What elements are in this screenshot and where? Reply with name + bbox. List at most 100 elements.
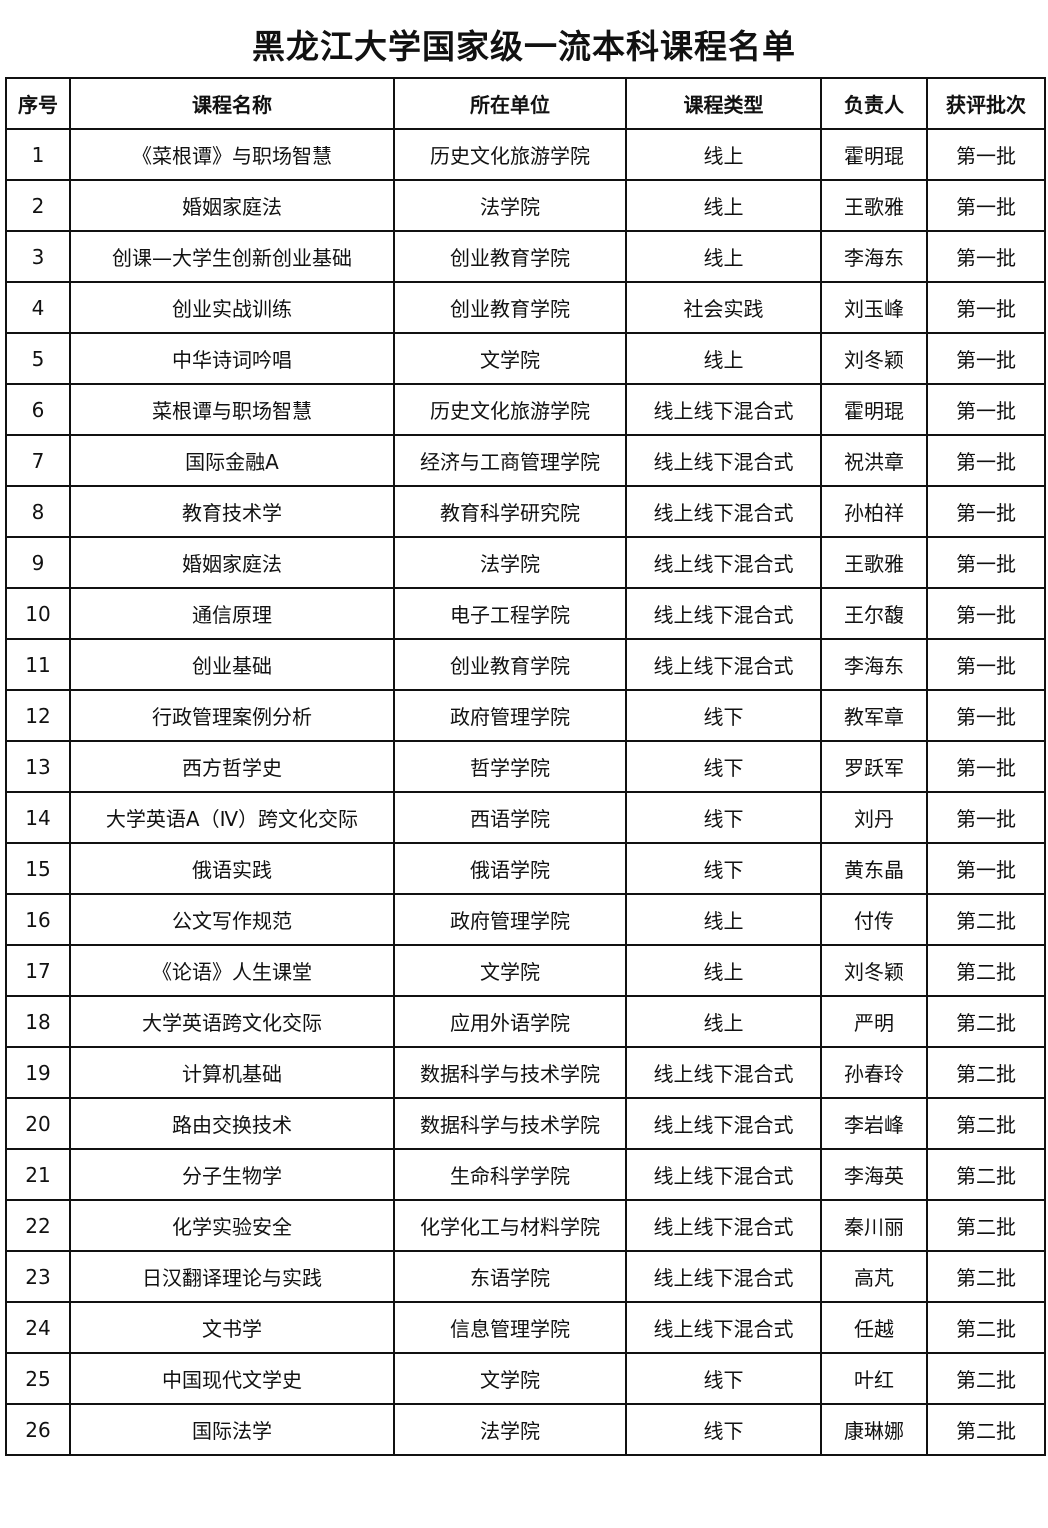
- cell-batch: 第二批: [926, 1046, 1046, 1099]
- cell-index: 5: [5, 332, 71, 385]
- cell-batch: 第一批: [926, 179, 1046, 232]
- cell-course: 国际法学: [69, 1403, 395, 1456]
- cell-type: 线上线下混合式: [625, 1199, 822, 1252]
- cell-course: 创课—大学生创新创业基础: [69, 230, 395, 283]
- cell-type: 线上: [625, 995, 822, 1048]
- cell-course: 创业实战训练: [69, 281, 395, 334]
- table-row: 11 创业基础 创业教育学院 线上线下混合式 李海东 第一批: [5, 638, 1046, 691]
- cell-index: 13: [5, 740, 71, 793]
- table-row: 6 菜根谭与职场智慧 历史文化旅游学院 线上线下混合式 霍明琨 第一批: [5, 383, 1046, 436]
- table-row: 14 大学英语A（Ⅳ）跨文化交际 西语学院 线下 刘丹 第一批: [5, 791, 1046, 844]
- table-row: 12 行政管理案例分析 政府管理学院 线下 教军章 第一批: [5, 689, 1046, 742]
- table-row: 23 日汉翻译理论与实践 东语学院 线上线下混合式 高芃 第二批: [5, 1250, 1046, 1303]
- cell-unit: 文学院: [393, 944, 627, 997]
- table-row: 16 公文写作规范 政府管理学院 线上 付传 第二批: [5, 893, 1046, 946]
- cell-batch: 第一批: [926, 638, 1046, 691]
- cell-batch: 第一批: [926, 536, 1046, 589]
- cell-type: 线上: [625, 230, 822, 283]
- cell-unit: 数据科学与技术学院: [393, 1046, 627, 1099]
- cell-batch: 第二批: [926, 1301, 1046, 1354]
- cell-unit: 法学院: [393, 1403, 627, 1456]
- cell-type: 线下: [625, 1403, 822, 1456]
- cell-index: 21: [5, 1148, 71, 1201]
- cell-index: 3: [5, 230, 71, 283]
- cell-batch: 第二批: [926, 1097, 1046, 1150]
- cell-leader: 秦川丽: [820, 1199, 928, 1252]
- cell-type: 线上线下混合式: [625, 1148, 822, 1201]
- cell-course: 中国现代文学史: [69, 1352, 395, 1405]
- cell-course: 菜根谭与职场智慧: [69, 383, 395, 436]
- cell-unit: 创业教育学院: [393, 281, 627, 334]
- table-row: 5 中华诗词吟唱 文学院 线上 刘冬颖 第一批: [5, 332, 1046, 385]
- cell-index: 19: [5, 1046, 71, 1099]
- cell-type: 线下: [625, 1352, 822, 1405]
- cell-type: 线上: [625, 893, 822, 946]
- cell-unit: 电子工程学院: [393, 587, 627, 640]
- cell-course: 俄语实践: [69, 842, 395, 895]
- cell-type: 线上线下混合式: [625, 1250, 822, 1303]
- cell-course: 计算机基础: [69, 1046, 395, 1099]
- cell-index: 2: [5, 179, 71, 232]
- cell-type: 线上: [625, 944, 822, 997]
- cell-leader: 教军章: [820, 689, 928, 742]
- table-row: 17 《论语》人生课堂 文学院 线上 刘冬颖 第二批: [5, 944, 1046, 997]
- cell-unit: 历史文化旅游学院: [393, 128, 627, 181]
- cell-type: 线上线下混合式: [625, 485, 822, 538]
- table-row: 3 创课—大学生创新创业基础 创业教育学院 线上 李海东 第一批: [5, 230, 1046, 283]
- cell-index: 14: [5, 791, 71, 844]
- header-batch: 获评批次: [926, 77, 1046, 130]
- cell-unit: 教育科学研究院: [393, 485, 627, 538]
- cell-index: 24: [5, 1301, 71, 1354]
- cell-leader: 刘冬颖: [820, 944, 928, 997]
- cell-index: 7: [5, 434, 71, 487]
- cell-type: 线上线下混合式: [625, 638, 822, 691]
- cell-unit: 政府管理学院: [393, 893, 627, 946]
- cell-unit: 东语学院: [393, 1250, 627, 1303]
- cell-course: 路由交换技术: [69, 1097, 395, 1150]
- cell-leader: 康琳娜: [820, 1403, 928, 1456]
- cell-index: 12: [5, 689, 71, 742]
- cell-batch: 第一批: [926, 230, 1046, 283]
- table-row: 24 文书学 信息管理学院 线上线下混合式 任越 第二批: [5, 1301, 1046, 1354]
- cell-batch: 第一批: [926, 485, 1046, 538]
- course-table: 序号 课程名称 所在单位 课程类型 负责人 获评批次 1 《菜根谭》与职场智慧 历史…: [5, 77, 1046, 1456]
- cell-index: 26: [5, 1403, 71, 1456]
- cell-unit: 创业教育学院: [393, 638, 627, 691]
- cell-leader: 刘玉峰: [820, 281, 928, 334]
- cell-index: 6: [5, 383, 71, 436]
- cell-batch: 第一批: [926, 383, 1046, 436]
- header-unit: 所在单位: [393, 77, 627, 130]
- cell-batch: 第一批: [926, 689, 1046, 742]
- cell-batch: 第一批: [926, 434, 1046, 487]
- cell-course: 婚姻家庭法: [69, 179, 395, 232]
- cell-index: 20: [5, 1097, 71, 1150]
- cell-index: 15: [5, 842, 71, 895]
- cell-course: 化学实验安全: [69, 1199, 395, 1252]
- cell-unit: 创业教育学院: [393, 230, 627, 283]
- cell-course: 《菜根谭》与职场智慧: [69, 128, 395, 181]
- page-title: 黑龙江大学国家级一流本科课程名单: [252, 27, 796, 66]
- cell-leader: 叶红: [820, 1352, 928, 1405]
- table-row: 4 创业实战训练 创业教育学院 社会实践 刘玉峰 第一批: [5, 281, 1046, 334]
- header-index: 序号: [5, 77, 71, 130]
- table-row: 2 婚姻家庭法 法学院 线上 王歌雅 第一批: [5, 179, 1046, 232]
- cell-leader: 刘冬颖: [820, 332, 928, 385]
- cell-type: 线上: [625, 332, 822, 385]
- cell-leader: 高芃: [820, 1250, 928, 1303]
- cell-batch: 第二批: [926, 944, 1046, 997]
- cell-course: 日汉翻译理论与实践: [69, 1250, 395, 1303]
- cell-leader: 黄东晶: [820, 842, 928, 895]
- cell-unit: 文学院: [393, 1352, 627, 1405]
- cell-type: 线上线下混合式: [625, 1097, 822, 1150]
- cell-type: 线下: [625, 791, 822, 844]
- cell-batch: 第一批: [926, 587, 1046, 640]
- cell-unit: 法学院: [393, 536, 627, 589]
- cell-index: 16: [5, 893, 71, 946]
- table-row: 8 教育技术学 教育科学研究院 线上线下混合式 孙柏祥 第一批: [5, 485, 1046, 538]
- cell-leader: 付传: [820, 893, 928, 946]
- table-row: 1 《菜根谭》与职场智慧 历史文化旅游学院 线上 霍明琨 第一批: [5, 128, 1046, 181]
- cell-batch: 第二批: [926, 1199, 1046, 1252]
- cell-unit: 哲学学院: [393, 740, 627, 793]
- cell-batch: 第二批: [926, 1250, 1046, 1303]
- cell-course: 西方哲学史: [69, 740, 395, 793]
